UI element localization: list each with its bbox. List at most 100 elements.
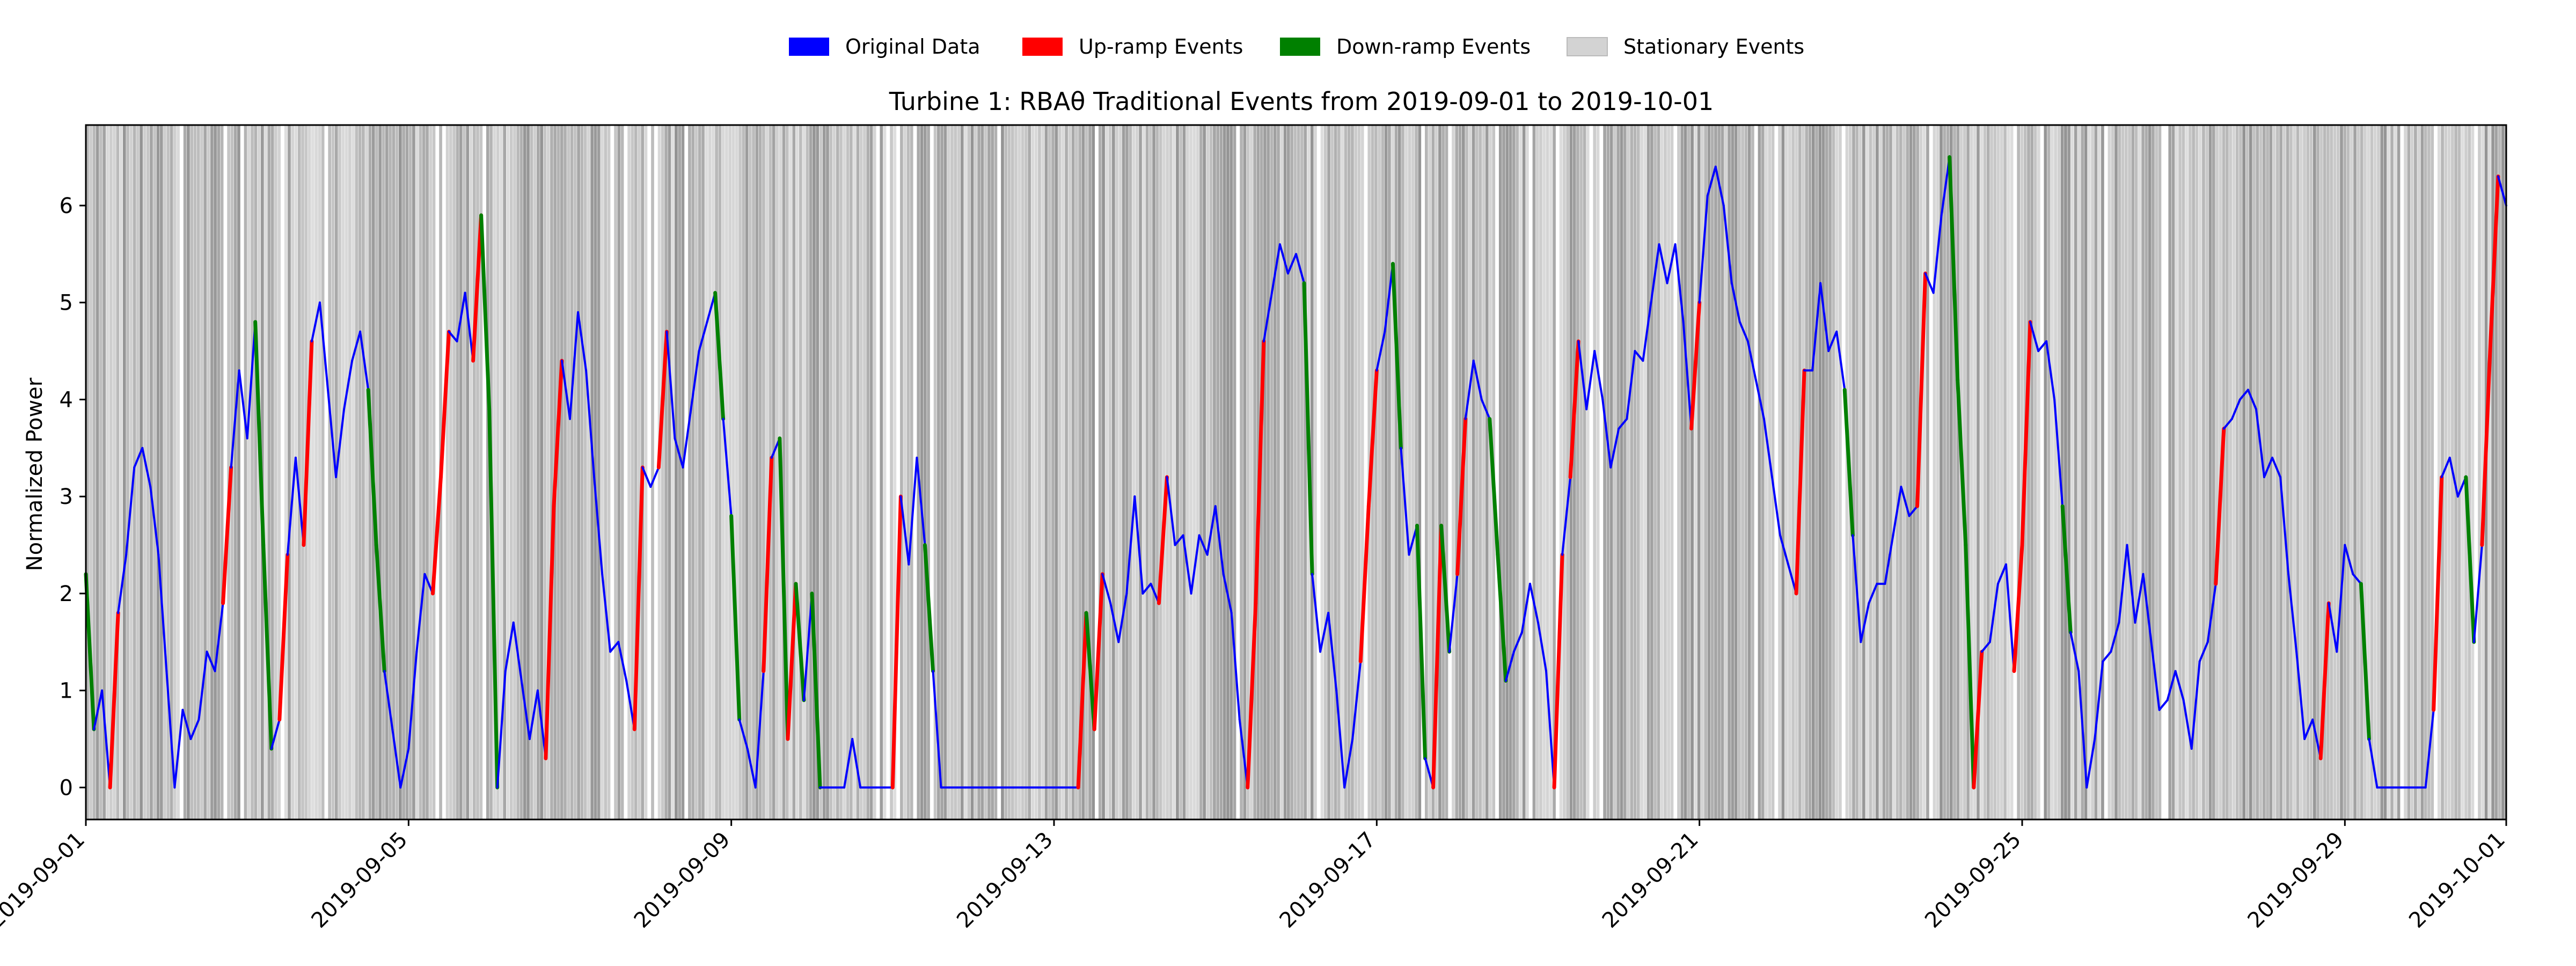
stationary-event-stripe xyxy=(1596,125,1600,819)
stationary-event-stripe xyxy=(1468,125,1472,819)
stationary-event-stripe xyxy=(509,125,513,819)
original-data-segment xyxy=(1650,243,1660,304)
original-data-segment xyxy=(746,748,757,789)
original-data-segment xyxy=(1585,350,1596,411)
stationary-event-stripe xyxy=(2259,125,2263,819)
original-data-segment xyxy=(2497,175,2507,207)
stationary-event-stripe xyxy=(1522,125,1526,819)
stationary-event-stripe xyxy=(1011,125,1014,819)
stationary-event-stripe xyxy=(1055,125,1058,819)
original-data-segment xyxy=(2352,573,2362,585)
stationary-event-stripe xyxy=(1176,125,1179,819)
stationary-event-stripe xyxy=(506,125,510,819)
original-data-segment xyxy=(1270,243,1281,294)
stationary-event-stripe xyxy=(987,125,991,819)
stationary-event-stripe xyxy=(557,125,560,819)
original-data-segment xyxy=(1117,592,1128,643)
original-data-segment xyxy=(802,592,813,701)
original-data-segment xyxy=(1101,573,1112,604)
down-ramp-segment xyxy=(253,320,266,547)
stationary-event-stripe xyxy=(2501,125,2505,819)
stationary-event-stripe xyxy=(1889,125,1892,819)
original-data-segment xyxy=(698,320,708,353)
original-data-segment xyxy=(117,553,128,614)
stationary-event-stripe xyxy=(1593,125,1597,819)
up-ramp-segment xyxy=(1246,601,1258,789)
down-ramp-segment xyxy=(794,582,806,702)
stationary-event-stripe xyxy=(2303,125,2306,819)
stationary-event-stripe xyxy=(634,125,638,819)
stationary-event-stripe xyxy=(1973,125,1977,819)
original-data-segment xyxy=(1642,301,1652,362)
stationary-event-stripe xyxy=(1132,125,1136,819)
stationary-event-stripe xyxy=(1189,125,1192,819)
down-ramp-segment xyxy=(810,591,822,789)
stationary-event-stripe xyxy=(587,125,590,819)
original-data-segment xyxy=(1746,340,1757,382)
legend-label-original: Original Data xyxy=(845,35,980,58)
stationary-event-stripe xyxy=(126,125,129,819)
original-data-segment xyxy=(560,360,571,420)
stationary-event-stripe xyxy=(103,125,106,819)
original-data-segment xyxy=(851,738,862,789)
stationary-event-stripe xyxy=(2404,125,2407,819)
stationary-event-stripe xyxy=(597,125,601,819)
up-ramp-segment xyxy=(1431,523,1444,789)
original-data-segment xyxy=(1698,194,1709,304)
stationary-event-stripe xyxy=(2252,125,2256,819)
stationary-event-stripe xyxy=(190,125,194,819)
up-ramp-segment xyxy=(2214,427,2226,586)
stationary-event-stripe xyxy=(500,125,503,819)
stationary-event-stripe xyxy=(1802,125,1805,819)
stationary-event-stripe xyxy=(1980,125,1984,819)
original-data-segment xyxy=(682,408,692,469)
plot-frame xyxy=(85,124,2507,821)
stationary-event-stripe xyxy=(2138,125,2141,819)
up-ramp-segment xyxy=(1076,611,1088,789)
stationary-event-stripe xyxy=(1122,125,1125,819)
stationary-event-stripe xyxy=(715,125,718,819)
stationary-event-stripe xyxy=(452,125,456,819)
original-data-segment xyxy=(335,408,346,479)
stationary-event-stripe xyxy=(1953,125,1956,819)
original-data-segment xyxy=(1706,165,1717,197)
down-ramp-segment xyxy=(713,291,726,421)
y-tick-label: 2 xyxy=(60,582,73,606)
stationary-event-stripe xyxy=(2051,125,2054,819)
original-data-segment xyxy=(1827,330,1838,353)
stationary-event-stripe xyxy=(910,125,913,819)
stationary-event-stripe xyxy=(853,125,856,819)
stationary-event-stripe xyxy=(1583,125,1586,819)
stationary-event-stripe xyxy=(550,125,553,819)
original-data-segment xyxy=(738,718,749,750)
original-data-segment xyxy=(1214,505,1225,575)
stationary-event-stripe xyxy=(2306,125,2310,819)
stationary-event-stripe xyxy=(1044,125,1048,819)
stationary-event-stripe xyxy=(251,125,254,819)
stationary-event-stripe xyxy=(2195,125,2199,819)
stationary-event-stripe xyxy=(1765,125,1768,819)
stationary-event-stripe xyxy=(2313,125,2316,819)
stationary-event-stripe xyxy=(395,125,399,819)
stationary-event-stripe xyxy=(943,125,947,819)
stationary-event-stripe xyxy=(2189,125,2192,819)
original-data-segment xyxy=(1601,398,1612,469)
original-data-segment xyxy=(464,291,474,362)
stationary-event-stripe xyxy=(1815,125,1818,819)
stationary-event-stripe xyxy=(2111,125,2114,819)
stationary-event-stripe xyxy=(1970,125,1973,819)
legend-label-up: Up-ramp Events xyxy=(1079,35,1243,58)
stationary-event-stripe xyxy=(1902,125,1906,819)
stationary-event-stripe xyxy=(2000,125,2003,819)
stationary-event-stripe xyxy=(580,125,584,819)
original-data-segment xyxy=(1593,350,1604,401)
stationary-event-stripe xyxy=(1535,125,1539,819)
stationary-event-stripe xyxy=(1185,125,1189,819)
stationary-event-stripe xyxy=(1636,125,1640,819)
original-data-segment xyxy=(843,738,854,789)
stationary-event-stripe xyxy=(1865,125,1869,819)
stationary-event-stripe xyxy=(1993,125,1997,819)
stationary-event-stripe xyxy=(2367,125,2370,819)
down-ramp-segment xyxy=(84,572,96,731)
original-data-segment xyxy=(2182,699,2193,750)
